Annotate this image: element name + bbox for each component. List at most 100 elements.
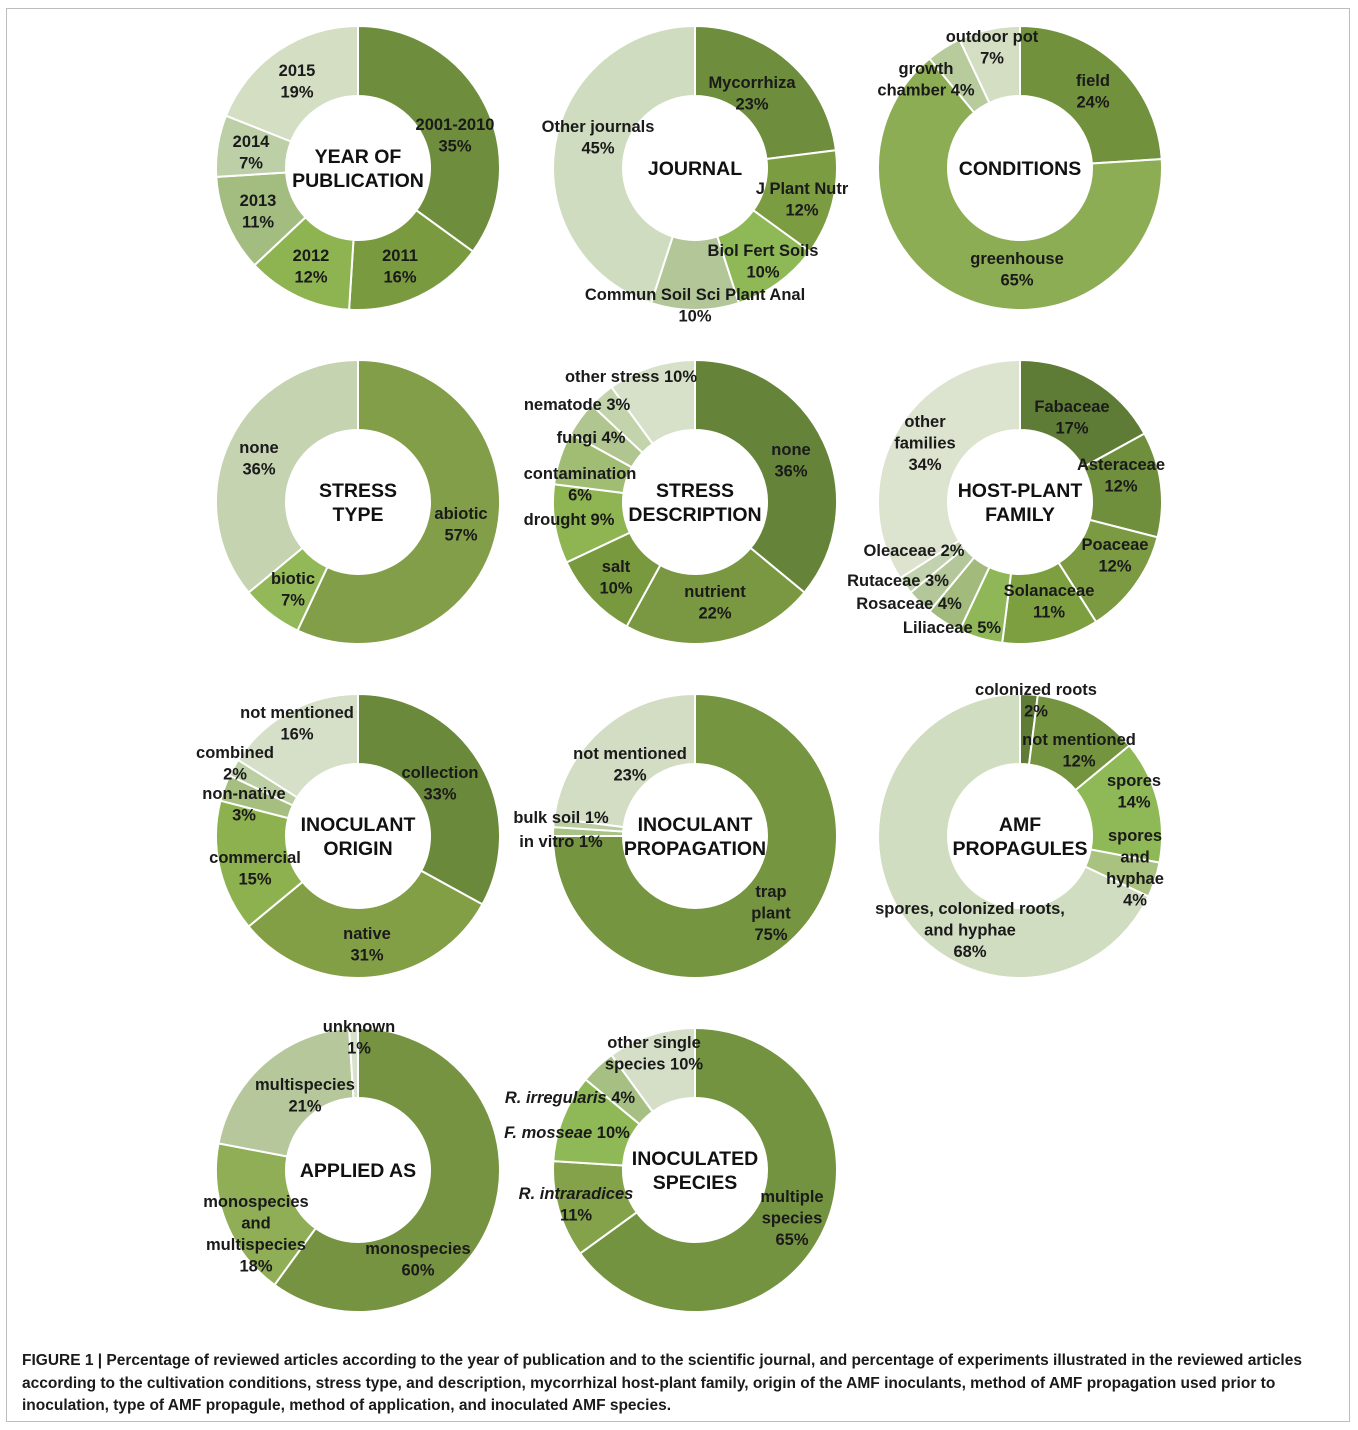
slice-label: 2014: [233, 133, 271, 151]
slice-label: 36%: [774, 463, 807, 481]
slice-label: 12%: [1062, 753, 1095, 771]
slice-label: fungi 4%: [557, 429, 626, 447]
slice-label: native: [343, 925, 391, 943]
slice-label: not mentioned: [1022, 731, 1136, 749]
slice-label: 14%: [1117, 794, 1150, 812]
slice-label: nematode 3%: [524, 396, 631, 414]
slice-label: unknown: [323, 1018, 395, 1036]
chart-title: APPLIED AS: [300, 1160, 416, 1182]
slice-label: 16%: [280, 726, 313, 744]
slice-label: field: [1076, 72, 1110, 90]
slice-label: trap: [755, 883, 786, 901]
slice-label: contamination: [524, 465, 637, 483]
slice-label: Oleaceae 2%: [864, 542, 965, 560]
slice-label: 3%: [232, 807, 256, 825]
slice-label: drought 9%: [524, 511, 615, 529]
chart-title: INOCULATED: [632, 1148, 758, 1170]
donut-slice: [551, 692, 838, 979]
slice-label: 18%: [239, 1258, 272, 1276]
slice-label: spores: [1107, 772, 1161, 790]
slice-label: 22%: [698, 605, 731, 623]
slice-label: and: [1120, 849, 1149, 867]
donut-slice: [1019, 24, 1163, 165]
slice-label: 2%: [223, 766, 247, 784]
donut-slice: [610, 1026, 696, 1114]
slice-label: 12%: [1104, 478, 1137, 496]
slice-label: greenhouse: [970, 250, 1064, 268]
slice-label: nutrient: [684, 583, 746, 601]
slice-label: 65%: [775, 1231, 808, 1249]
chart-title: CONDITIONS: [959, 158, 1081, 180]
chart-title: HOST-PLANT: [958, 480, 1083, 502]
slice-label: Biol Fert Soils: [708, 242, 819, 260]
slice-label: not mentioned: [240, 704, 354, 722]
slice-label: Other journals: [542, 118, 655, 136]
slice-label: outdoor pot: [946, 28, 1039, 46]
slice-label: biotic: [271, 570, 315, 588]
slice-label: 24%: [1076, 94, 1109, 112]
slice-label: 15%: [238, 871, 271, 889]
slice-label: Commun Soil Sci Plant Anal: [585, 286, 805, 304]
chart-title: INOCULANT: [301, 814, 416, 836]
slice-label: 6%: [568, 487, 592, 505]
slice-label: and: [241, 1215, 270, 1233]
slice-label: 10%: [599, 580, 632, 598]
slice-label: F. mosseae 10%: [504, 1124, 630, 1142]
donut-slice: [215, 358, 359, 594]
slice-label: 31%: [350, 947, 383, 965]
chart-title: SPECIES: [653, 1172, 738, 1194]
figure-caption: FIGURE 1 | Percentage of reviewed articl…: [22, 1352, 1302, 1414]
slice-label: other single: [607, 1034, 701, 1052]
chart-title: YEAR OF: [315, 146, 402, 168]
donut-slice: [348, 1026, 359, 1100]
donut-slice: [247, 869, 484, 979]
slice-label: 10%: [678, 308, 711, 326]
chart-title: STRESS: [656, 480, 734, 502]
slice-label: growth: [899, 60, 954, 78]
donut-chart-2: JOURNAL Mycorrhiza 23% J Plant Nutr 12% Biol …: [542, 24, 849, 326]
donut-slice: [217, 1027, 355, 1158]
slice-label: 17%: [1055, 420, 1088, 438]
slice-label: 7%: [281, 592, 305, 610]
donut-slice: [877, 692, 1150, 979]
slice-label: 7%: [239, 155, 263, 173]
slice-label: multiple: [760, 1188, 823, 1206]
slice-label: 68%: [953, 943, 986, 961]
slice-label: 11%: [560, 1207, 592, 1225]
donut-slice: [296, 358, 501, 645]
slice-label: 23%: [613, 767, 646, 785]
slice-label: 35%: [438, 138, 471, 156]
donut-slice: [694, 24, 837, 161]
slice-label: monospecies: [203, 1193, 308, 1211]
slice-label: bulk soil 1%: [513, 809, 609, 827]
slice-label: families: [894, 435, 955, 453]
slice-label: 2%: [1024, 703, 1048, 721]
donut-chart-3: CONDITIONS field 24% greenhouse 65% growth cha…: [877, 24, 1163, 311]
slice-label: species: [762, 1210, 823, 1228]
slice-label: commercial: [209, 849, 301, 867]
slice-label: 11%: [242, 214, 274, 232]
slice-label: 2013: [240, 192, 277, 210]
slice-label: spores: [1108, 827, 1162, 845]
donut-slice: [357, 692, 501, 906]
slice-label: 65%: [1000, 272, 1033, 290]
chart-title: STRESS: [319, 480, 397, 502]
slice-label: 10%: [746, 264, 779, 282]
slice-label: 2011: [382, 247, 418, 265]
chart-title: FAMILY: [985, 504, 1055, 526]
slice-label: Asteraceae: [1077, 456, 1165, 474]
chart-title: JOURNAL: [648, 158, 742, 180]
donut-slice: [1019, 358, 1146, 469]
chart-title: AMF: [999, 814, 1041, 836]
slice-label: 12%: [1098, 558, 1131, 576]
slice-label: Liliaceae 5%: [903, 619, 1001, 637]
slice-label: multispecies: [206, 1236, 306, 1254]
slice-label: 57%: [444, 527, 477, 545]
donut-chart-10: APPLIED AS monospecies 60% monospecies and mu…: [203, 1018, 501, 1313]
slice-label: 1%: [347, 1040, 371, 1058]
